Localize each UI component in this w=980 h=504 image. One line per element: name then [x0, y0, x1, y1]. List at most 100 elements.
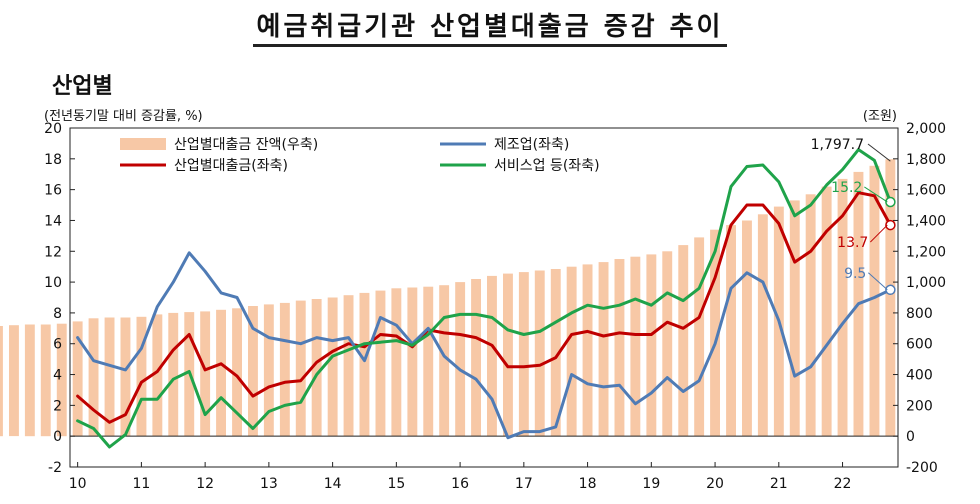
bar [56, 323, 67, 437]
lines-layer [76, 148, 892, 449]
x-tick-label: 21 [770, 476, 788, 492]
services-callout-line [864, 186, 888, 203]
x-tick-label: 19 [642, 476, 660, 492]
annotations-layer: 1,797.7 15.2 13.7 9.5 [811, 137, 896, 296]
legend-label: 산업별대출금 잔액(우축) [174, 137, 318, 153]
bar [359, 292, 370, 437]
right-tick-label: 1,600 [906, 183, 946, 199]
bar [598, 262, 609, 437]
bar [248, 306, 258, 437]
x-tick-label: 11 [132, 476, 150, 492]
left-tick-label: 10 [44, 275, 62, 291]
industry_total-end-label: 13.7 [837, 235, 868, 251]
bar [136, 316, 147, 437]
bar [614, 259, 625, 437]
bar [439, 285, 450, 437]
bar [742, 220, 752, 437]
bar [311, 299, 322, 437]
x-tick-label: 20 [706, 476, 724, 492]
bar [327, 297, 338, 437]
bar [550, 269, 561, 437]
x-tick-label: 12 [196, 476, 214, 492]
industry_total-end-marker [885, 219, 896, 231]
bar [678, 245, 689, 437]
bar [375, 290, 386, 437]
left-tick-label: 6 [53, 337, 62, 353]
left-tick-label: 12 [44, 244, 62, 260]
bar [120, 317, 131, 437]
bar [104, 317, 115, 437]
right-tick-label: 400 [906, 368, 933, 384]
bar [295, 300, 306, 437]
legend-label: 산업별대출금(좌축) [174, 158, 288, 174]
left-tick-label: -2 [48, 460, 62, 476]
manufacturing-callout-line [868, 272, 888, 291]
bar-end-label: 1,797.7 [811, 137, 864, 153]
axes-layer: -2 0 2 4 6 8 10 12 14 16 18 20 -200 0 200 400 600 800 1,00… [44, 121, 946, 492]
services-end-marker [885, 196, 896, 208]
manufacturing-line [76, 251, 892, 440]
bar [726, 225, 736, 437]
x-tick-label: 13 [260, 476, 278, 492]
right-tick-label: 0 [906, 429, 915, 445]
left-tick-label: 2 [53, 398, 62, 414]
bar [88, 318, 99, 437]
left-tick-label: 20 [44, 121, 62, 137]
manufacturing-end-label: 9.5 [844, 266, 866, 282]
bar [407, 287, 418, 437]
bar [805, 194, 816, 437]
bar [423, 286, 434, 437]
bar [9, 325, 19, 437]
bar [487, 275, 497, 437]
right-axis-unit: (조원) [863, 109, 897, 124]
x-tick-label: 10 [69, 476, 87, 492]
x-tick-label: 22 [834, 476, 852, 492]
bar [789, 200, 800, 437]
bar [0, 326, 3, 437]
x-tick-label: 14 [324, 476, 342, 492]
bar [343, 295, 354, 437]
legend-swatch-bars [120, 138, 166, 150]
right-tick-label: 1,000 [906, 275, 946, 291]
left-tick-label: 8 [53, 306, 62, 322]
bar [821, 186, 832, 437]
x-tick-label: 17 [515, 476, 533, 492]
bar [216, 309, 226, 437]
x-tick-label: 18 [579, 476, 597, 492]
left-tick-label: 14 [44, 213, 62, 229]
bar [200, 311, 211, 437]
bar [471, 279, 481, 437]
services-line [76, 148, 892, 449]
x-tick-label: 15 [387, 476, 405, 492]
bar [40, 324, 51, 437]
bar [503, 273, 513, 437]
chart-title: 예금취급기관 산업별대출금 증감 추이 [0, 6, 980, 47]
bar [885, 159, 896, 437]
bar [534, 270, 545, 437]
industry_total-callout-line [869, 224, 888, 243]
bar [24, 324, 35, 437]
bar [630, 256, 641, 437]
right-tick-label: 600 [906, 337, 933, 353]
bar [279, 302, 290, 437]
bar [72, 321, 83, 437]
industry_total-line [76, 191, 892, 424]
right-tick-label: 1,400 [906, 213, 946, 229]
bar [152, 314, 163, 437]
legend-label: 서비스업 등(좌축) [494, 158, 600, 174]
right-tick-label: 200 [906, 398, 933, 414]
legend-label: 제조업(좌축) [494, 137, 569, 153]
right-tick-label: 1,800 [906, 152, 946, 168]
bar [518, 272, 529, 437]
bar [869, 165, 880, 437]
left-tick-label: 18 [44, 152, 62, 168]
right-tick-label: 1,200 [906, 244, 946, 260]
bar [168, 312, 179, 437]
plot-frame [69, 127, 899, 468]
bar [455, 282, 466, 437]
left-tick-label: 4 [53, 368, 62, 384]
bar-callout-line [867, 143, 891, 162]
legend: 산업별대출금 잔액(우축) 제조업(좌축) 산업별대출금(좌축) 서비스업 등(좌축) [120, 137, 600, 174]
left-tick-label: 0 [53, 429, 62, 445]
